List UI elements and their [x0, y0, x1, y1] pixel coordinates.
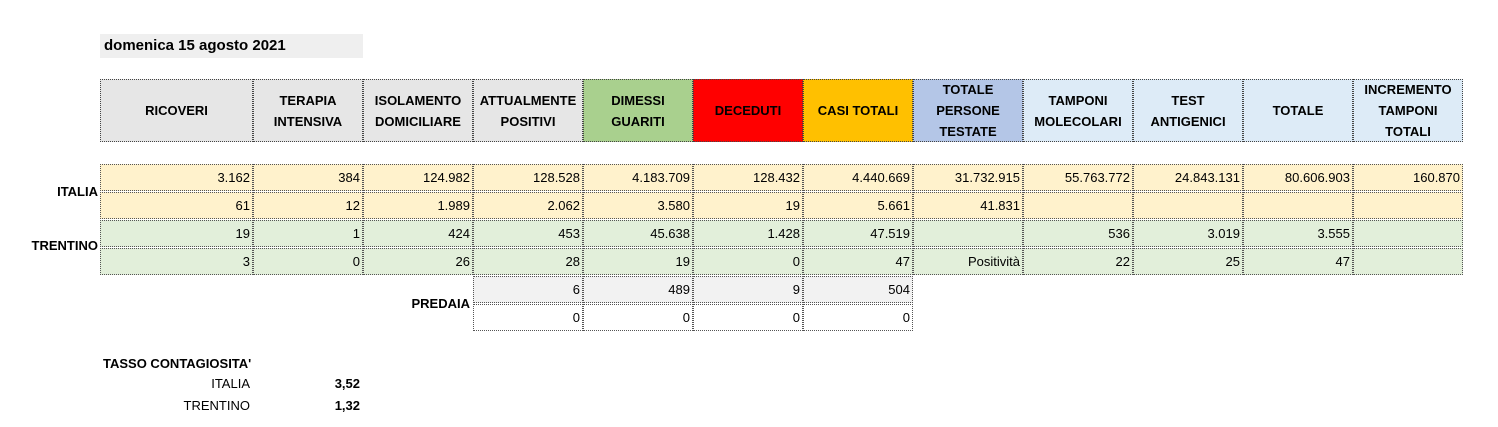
column-header: RICOVERI [100, 79, 253, 142]
column-header: TEST ANTIGENICI [1133, 79, 1243, 142]
column-header: INCREMENTO TAMPONI TOTALI [1353, 79, 1463, 142]
table-cell: 3.555 [1243, 220, 1353, 247]
column-header: DIMESSI GUARITI [583, 79, 693, 142]
table-cell: 3 [100, 248, 253, 275]
table-cell: 3.580 [583, 192, 693, 219]
column-header: ISOLAMENTO DOMICILIARE [363, 79, 473, 142]
table-cell: 0 [583, 304, 693, 331]
table-cell: Positività [913, 248, 1023, 275]
table-cell: 1.428 [693, 220, 803, 247]
table-cell: 424 [363, 220, 473, 247]
table-cell: 28 [473, 248, 583, 275]
table-cell: 55.763.772 [1023, 164, 1133, 191]
tasso-value-trentino: 1,32 [334, 398, 360, 413]
table-cell: 0 [693, 248, 803, 275]
row-label-trentino: TRENTINO [31, 238, 98, 253]
table-cell: 0 [803, 304, 913, 331]
row-label-predaia: PREDAIA [411, 296, 470, 311]
tasso-title: TASSO CONTAGIOSITA' [103, 356, 252, 371]
table-cell: 47.519 [803, 220, 913, 247]
table-cell: 0 [253, 248, 363, 275]
table-cell: 1.989 [363, 192, 473, 219]
table-cell: 19 [693, 192, 803, 219]
table-cell: 536 [1023, 220, 1133, 247]
column-header: TERAPIA INTENSIVA [253, 79, 363, 142]
table-cell: 47 [803, 248, 913, 275]
table-cell: 1 [253, 220, 363, 247]
table-cell [1353, 220, 1463, 247]
table-cell: 128.528 [473, 164, 583, 191]
table-cell: 124.982 [363, 164, 473, 191]
column-header: TOTALE PERSONE TESTATE [913, 79, 1023, 142]
table-cell: 453 [473, 220, 583, 247]
table-cell [1133, 192, 1243, 219]
table-cell: 25 [1133, 248, 1243, 275]
table-cell: 19 [100, 220, 253, 247]
table-cell: 3.019 [1133, 220, 1243, 247]
table-cell: 128.432 [693, 164, 803, 191]
column-header: DECEDUTI [693, 79, 803, 142]
table-cell: 4.183.709 [583, 164, 693, 191]
table-cell: 489 [583, 276, 693, 303]
column-header: TAMPONI MOLECOLARI [1023, 79, 1133, 142]
table-cell: 2.062 [473, 192, 583, 219]
table-cell: 31.732.915 [913, 164, 1023, 191]
table-cell: 22 [1023, 248, 1133, 275]
table-cell: 384 [253, 164, 363, 191]
tasso-label-trentino: TRENTINO [183, 398, 250, 413]
table-cell: 0 [473, 304, 583, 331]
table-cell: 24.843.131 [1133, 164, 1243, 191]
table-cell: 61 [100, 192, 253, 219]
table-cell: 19 [583, 248, 693, 275]
table-cell [1243, 192, 1353, 219]
column-header: CASI TOTALI [803, 79, 913, 142]
table-cell: 47 [1243, 248, 1353, 275]
table-cell: 3.162 [100, 164, 253, 191]
table-cell [1023, 192, 1133, 219]
report-date: domenica 15 agosto 2021 [100, 34, 363, 58]
row-label-italia: ITALIA [57, 184, 98, 199]
table-cell: 9 [693, 276, 803, 303]
table-cell: 5.661 [803, 192, 913, 219]
table-cell: 6 [473, 276, 583, 303]
table-cell: 12 [253, 192, 363, 219]
table-cell: 80.606.903 [1243, 164, 1353, 191]
tasso-value-italia: 3,52 [334, 376, 360, 391]
column-header: ATTUALMENTE POSITIVI [473, 79, 583, 142]
table-cell [1353, 192, 1463, 219]
table-cell: 41.831 [913, 192, 1023, 219]
table-cell: 4.440.669 [803, 164, 913, 191]
table-cell: 26 [363, 248, 473, 275]
table-cell [1353, 248, 1463, 275]
table-cell: 45.638 [583, 220, 693, 247]
table-cell [913, 220, 1023, 247]
tasso-label-italia: ITALIA [211, 376, 250, 391]
table-cell: 0 [693, 304, 803, 331]
table-cell: 504 [803, 276, 913, 303]
column-header: TOTALE [1243, 79, 1353, 142]
table-cell: 160.870 [1353, 164, 1463, 191]
